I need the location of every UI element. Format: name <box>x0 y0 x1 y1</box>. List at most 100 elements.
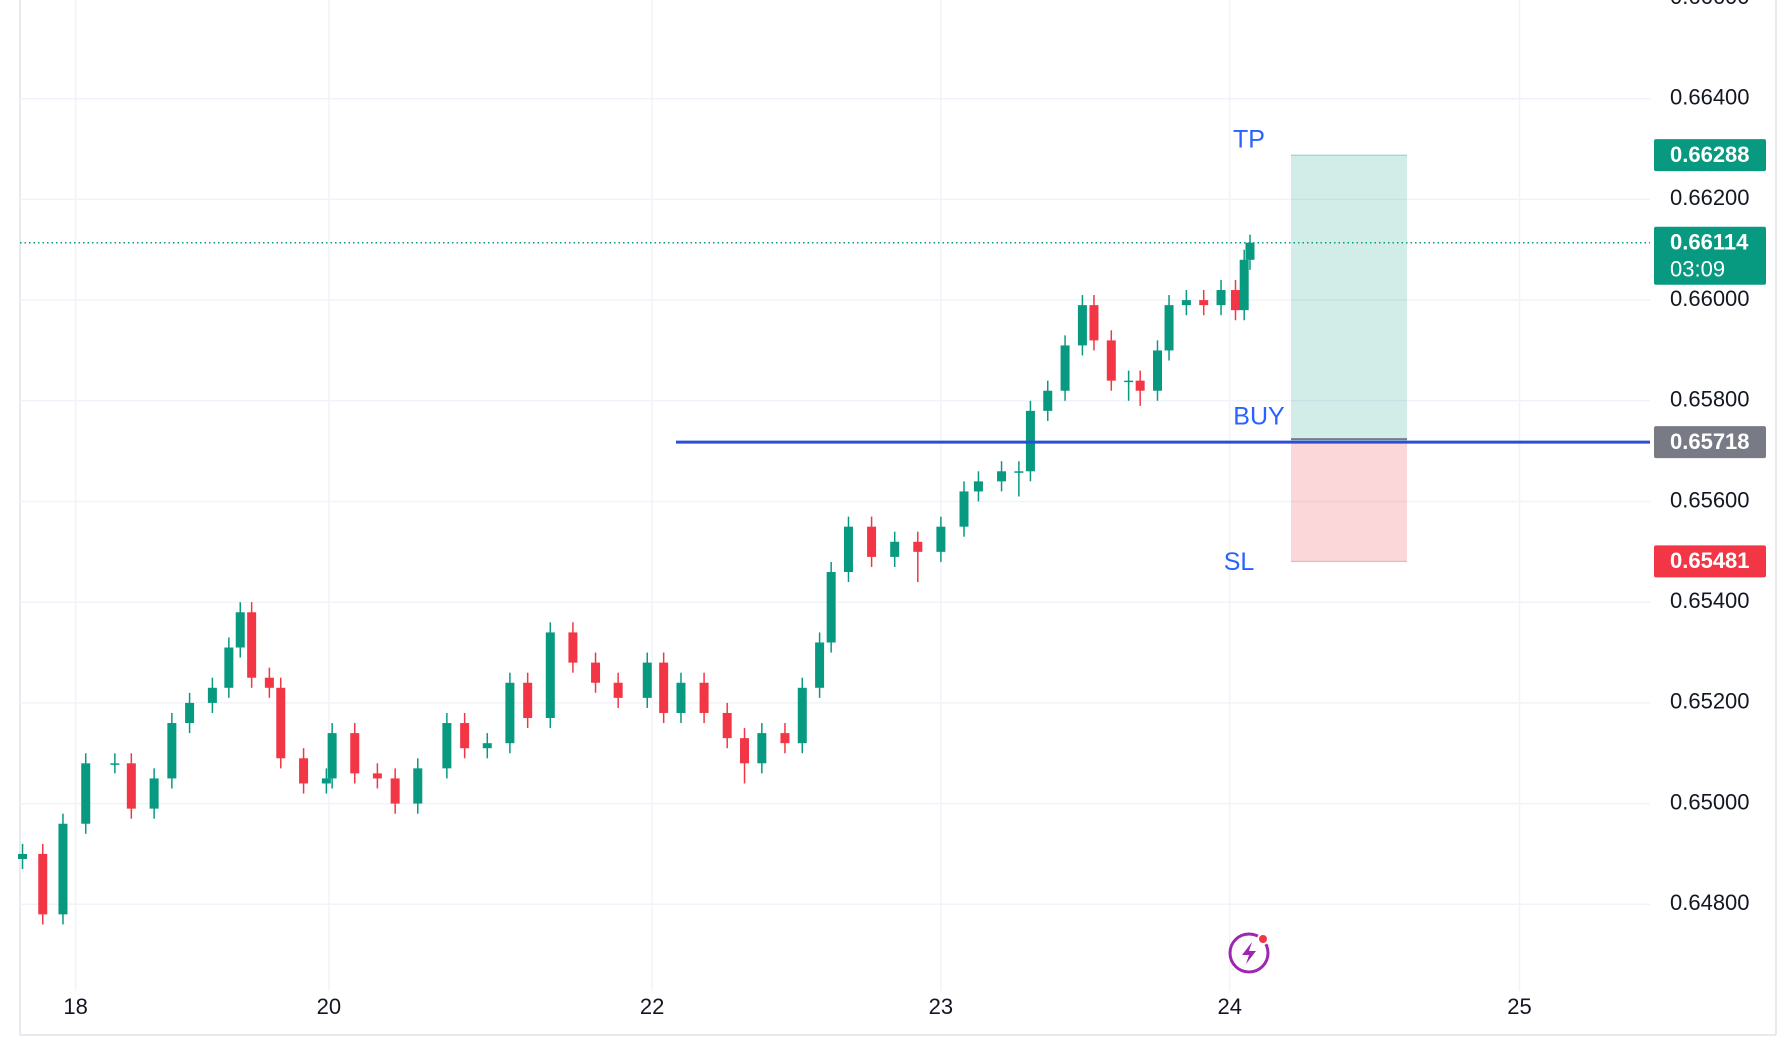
candle-body <box>299 758 309 784</box>
candle-body <box>642 662 652 698</box>
candle-body <box>126 763 136 809</box>
candle-body <box>460 723 470 749</box>
candle-body <box>18 853 28 859</box>
x-tick-label: 22 <box>640 994 664 1019</box>
candle-body <box>482 743 492 749</box>
candle-body <box>867 526 877 557</box>
candle-body <box>545 632 555 719</box>
candle-body <box>676 682 686 713</box>
candle-body <box>207 687 217 703</box>
candle-body <box>327 733 337 779</box>
candle-body <box>1164 305 1174 351</box>
candle-body <box>1199 300 1209 306</box>
take-profit-zone <box>1291 155 1407 443</box>
last-price-tag: 0.66114 <box>1670 230 1749 255</box>
candle-body <box>1124 380 1134 383</box>
buy-label: BUY <box>1233 403 1285 431</box>
candle-body <box>722 712 732 739</box>
candle-body <box>591 662 601 683</box>
y-tick-label: 0.65200 <box>1670 689 1750 714</box>
sl-label: SL <box>1224 548 1255 576</box>
candle-body <box>568 632 578 663</box>
lightning-icon[interactable] <box>1228 932 1270 974</box>
candle-body <box>1060 345 1070 391</box>
y-tick-label: 0.66200 <box>1670 185 1750 210</box>
entry-price-tag: 0.65718 <box>1670 429 1750 454</box>
x-tick-label: 23 <box>929 994 953 1019</box>
candle-body <box>350 733 360 774</box>
candle-body <box>659 662 669 713</box>
candle-body <box>613 682 623 698</box>
candle-body <box>413 768 423 804</box>
candle-body <box>1239 259 1249 311</box>
candle-body <box>442 723 452 769</box>
candle-body <box>1089 305 1099 341</box>
candle-body <box>235 612 245 648</box>
candle-body <box>1043 390 1053 411</box>
candle-body <box>58 823 68 915</box>
candle-body <box>780 733 790 744</box>
candle-body <box>264 677 274 688</box>
tp-label: TP <box>1233 126 1265 154</box>
candle-body <box>1181 300 1191 306</box>
tp-price-tag: 0.66288 <box>1670 142 1750 167</box>
candle-body <box>973 481 983 492</box>
y-tick-label: 0.64800 <box>1670 890 1750 915</box>
candle-body <box>1106 340 1116 381</box>
candle-body <box>390 778 400 804</box>
candle-body <box>740 738 750 764</box>
candle-body <box>997 471 1007 482</box>
candle-body <box>1153 350 1162 391</box>
candle-body <box>247 612 257 678</box>
icon-dot <box>1257 933 1269 945</box>
candle-body <box>936 526 946 552</box>
candle-body <box>826 571 836 643</box>
candle-body <box>185 702 195 724</box>
candle-body <box>372 773 382 779</box>
y-tick-label: 0.66000 <box>1670 286 1750 311</box>
last-price-tag-bg <box>1654 226 1766 285</box>
icon-bolt <box>1242 942 1256 964</box>
candle-body <box>224 647 234 688</box>
candle-body <box>699 682 709 713</box>
candle-body <box>1077 305 1087 346</box>
candle-body <box>1135 380 1145 391</box>
candle-body <box>890 541 900 557</box>
candle-body <box>1014 471 1024 473</box>
y-tick-label: 0.65000 <box>1670 789 1750 814</box>
x-tick-label: 18 <box>63 994 87 1019</box>
candle-body <box>523 682 533 719</box>
candle-body <box>149 778 159 809</box>
candle-body <box>321 778 331 784</box>
y-tick-label: 0.66600 <box>1670 0 1750 9</box>
candle-body <box>913 541 923 552</box>
icon-ring <box>1228 932 1270 974</box>
y-tick-label: 0.65400 <box>1670 588 1750 613</box>
entry-price-tag-bg <box>1654 426 1766 459</box>
stop-loss-zone <box>1291 442 1407 562</box>
candle-body <box>815 642 825 688</box>
y-tick-label: 0.66400 <box>1670 85 1750 110</box>
candle-body <box>167 723 177 779</box>
sl-price-tag-bg <box>1654 545 1766 578</box>
candle-body <box>843 526 853 572</box>
candle-body <box>1245 242 1255 260</box>
x-tick-label: 20 <box>317 994 341 1019</box>
candle-body <box>110 763 120 765</box>
sl-price-tag: 0.65481 <box>1670 548 1750 573</box>
candle-body <box>38 853 48 915</box>
candle-body <box>276 687 286 759</box>
countdown: 03:09 <box>1670 257 1725 282</box>
x-tick-label: 24 <box>1217 994 1241 1019</box>
candle-body <box>959 491 969 527</box>
candle-body <box>797 687 807 744</box>
candle-body <box>1216 290 1226 306</box>
y-tick-label: 0.65800 <box>1670 387 1750 412</box>
candle-body <box>505 682 515 744</box>
candle-body <box>1230 290 1240 311</box>
y-tick-label: 0.65600 <box>1670 487 1750 512</box>
candle-body <box>81 763 91 824</box>
tp-price-tag-bg <box>1654 139 1766 172</box>
candle-body <box>757 733 767 764</box>
